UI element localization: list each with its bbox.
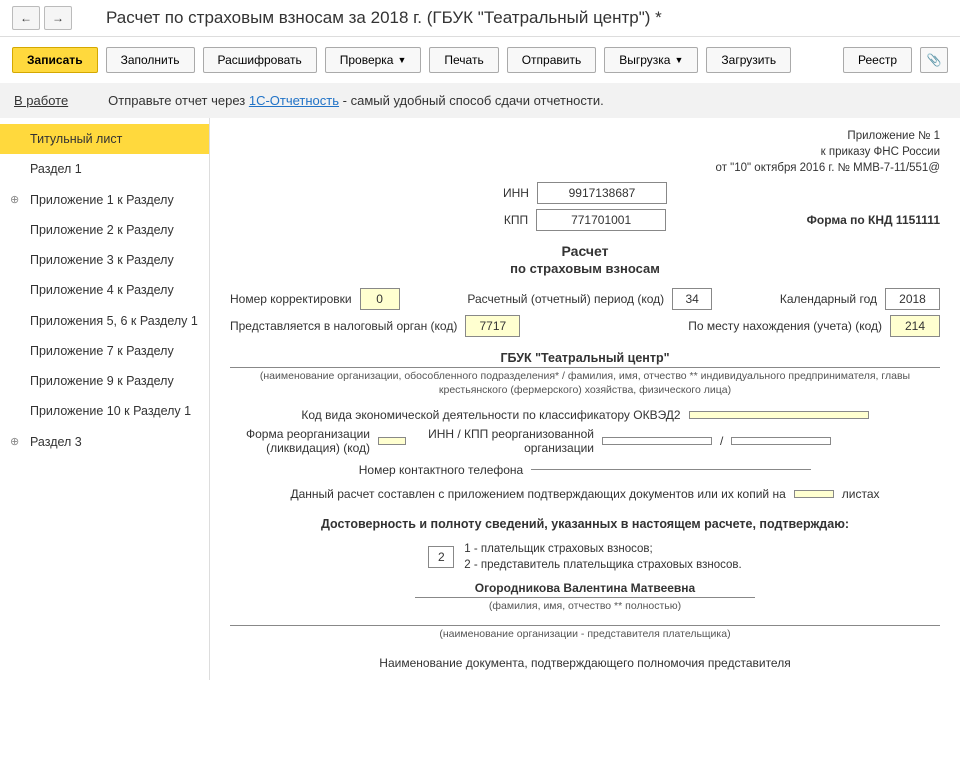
- period-label: Расчетный (отчетный) период (код): [467, 292, 664, 306]
- sidebar-item-section3[interactable]: ⊕Раздел 3: [0, 427, 209, 457]
- org-caption: (наименование организации, обособленного…: [230, 370, 940, 397]
- year-field[interactable]: 2018: [885, 288, 940, 310]
- paperclip-icon: 📎: [927, 53, 942, 67]
- sidebar-item-section1[interactable]: Раздел 1: [0, 154, 209, 184]
- form-subtitle: по страховым взносам: [230, 261, 940, 276]
- repr-code-field[interactable]: 2: [428, 546, 454, 568]
- save-button[interactable]: Записать: [12, 47, 98, 73]
- repr-legend: 1 - плательщик страховых взносов; 2 - пр…: [464, 541, 741, 573]
- attach-button[interactable]: 📎: [920, 47, 948, 73]
- okved-field[interactable]: [689, 411, 869, 419]
- sidebar-item-app3[interactable]: Приложение 3 к Разделу: [0, 245, 209, 275]
- kpp-label: КПП: [504, 213, 528, 227]
- knd-label: Форма по КНД 1151111: [807, 213, 940, 227]
- form-content: Приложение № 1 к приказу ФНС России от "…: [210, 118, 960, 680]
- page-title: Расчет по страховым взносам за 2018 г. (…: [106, 8, 662, 28]
- place-field[interactable]: 214: [890, 315, 940, 337]
- repr-org-line: [230, 625, 940, 626]
- back-button[interactable]: ←: [12, 6, 40, 30]
- reorg-inn-field[interactable]: [602, 437, 712, 445]
- reorg-kpp-field[interactable]: [731, 437, 831, 445]
- load-button[interactable]: Загрузить: [706, 47, 791, 73]
- reorg-label: Форма реорганизации (ликвидация) (код): [230, 427, 370, 455]
- kpp-field[interactable]: 771701001: [536, 209, 666, 231]
- corr-label: Номер корректировки: [230, 292, 352, 306]
- sidebar-item-app56[interactable]: Приложения 5, 6 к Разделу 1: [0, 306, 209, 336]
- forward-button[interactable]: →: [44, 6, 72, 30]
- sidebar-item-app1[interactable]: ⊕Приложение 1 к Разделу: [0, 185, 209, 215]
- export-button[interactable]: Выгрузка▼: [604, 47, 698, 73]
- send-button[interactable]: Отправить: [507, 47, 597, 73]
- inn-field[interactable]: 9917138687: [537, 182, 667, 204]
- hint-text: Отправьте отчет через 1С-Отчетность - са…: [108, 93, 604, 108]
- attach-suffix: листах: [842, 487, 880, 501]
- arrow-left-icon: ←: [20, 11, 32, 25]
- place-label: По месту нахождения (учета) (код): [688, 319, 882, 333]
- expand-icon: ⊕: [10, 193, 19, 207]
- repr-name-caption: (фамилия, имя, отчество ** полностью): [230, 600, 940, 614]
- registry-button[interactable]: Реестр: [843, 47, 912, 73]
- sidebar-item-title-page[interactable]: Титульный лист: [0, 124, 209, 154]
- sidebar-item-app10[interactable]: Приложение 10 к Разделу 1: [0, 396, 209, 426]
- sidebar-item-app4[interactable]: Приложение 4 к Разделу: [0, 275, 209, 305]
- taxorg-field[interactable]: 7717: [465, 315, 520, 337]
- service-link[interactable]: 1С-Отчетность: [249, 93, 339, 108]
- sidebar: Титульный лист Раздел 1 ⊕Приложение 1 к …: [0, 118, 210, 680]
- attach-prefix: Данный расчет составлен с приложением по…: [291, 487, 786, 501]
- corr-field[interactable]: 0: [360, 288, 400, 310]
- inn-label: ИНН: [503, 186, 529, 200]
- fill-button[interactable]: Заполнить: [106, 47, 195, 73]
- status-label[interactable]: В работе: [14, 93, 68, 108]
- taxorg-label: Представляется в налоговый орган (код): [230, 319, 457, 333]
- chevron-down-icon: ▼: [674, 55, 683, 65]
- check-button[interactable]: Проверка▼: [325, 47, 422, 73]
- phone-label: Номер контактного телефона: [359, 463, 523, 477]
- form-main-title: Расчет: [230, 243, 940, 259]
- org-name: ГБУК "Театральный центр": [230, 351, 940, 368]
- sidebar-item-app9[interactable]: Приложение 9 к Разделу: [0, 366, 209, 396]
- doc-label: Наименование документа, подтверждающего …: [230, 656, 940, 670]
- year-label: Календарный год: [780, 292, 877, 306]
- expand-icon: ⊕: [10, 435, 19, 449]
- arrow-right-icon: →: [52, 11, 64, 25]
- reorg-inn-label: ИНН / КПП реорганизованной организации: [414, 427, 594, 455]
- repr-org-caption: (наименование организации - представител…: [230, 628, 940, 642]
- confirm-title: Достоверность и полноту сведений, указан…: [230, 517, 940, 531]
- period-field[interactable]: 34: [672, 288, 712, 310]
- reorg-field[interactable]: [378, 437, 406, 445]
- chevron-down-icon: ▼: [397, 55, 406, 65]
- decrypt-button[interactable]: Расшифровать: [203, 47, 317, 73]
- attach-count-field[interactable]: [794, 490, 834, 498]
- okved-label: Код вида экономической деятельности по к…: [301, 408, 680, 422]
- sidebar-item-app7[interactable]: Приложение 7 к Разделу: [0, 336, 209, 366]
- repr-name: Огородникова Валентина Матвеевна: [415, 581, 755, 598]
- sidebar-item-app2[interactable]: Приложение 2 к Разделу: [0, 215, 209, 245]
- phone-field[interactable]: [531, 469, 811, 470]
- form-header: Приложение № 1 к приказу ФНС России от "…: [230, 128, 940, 176]
- print-button[interactable]: Печать: [429, 47, 498, 73]
